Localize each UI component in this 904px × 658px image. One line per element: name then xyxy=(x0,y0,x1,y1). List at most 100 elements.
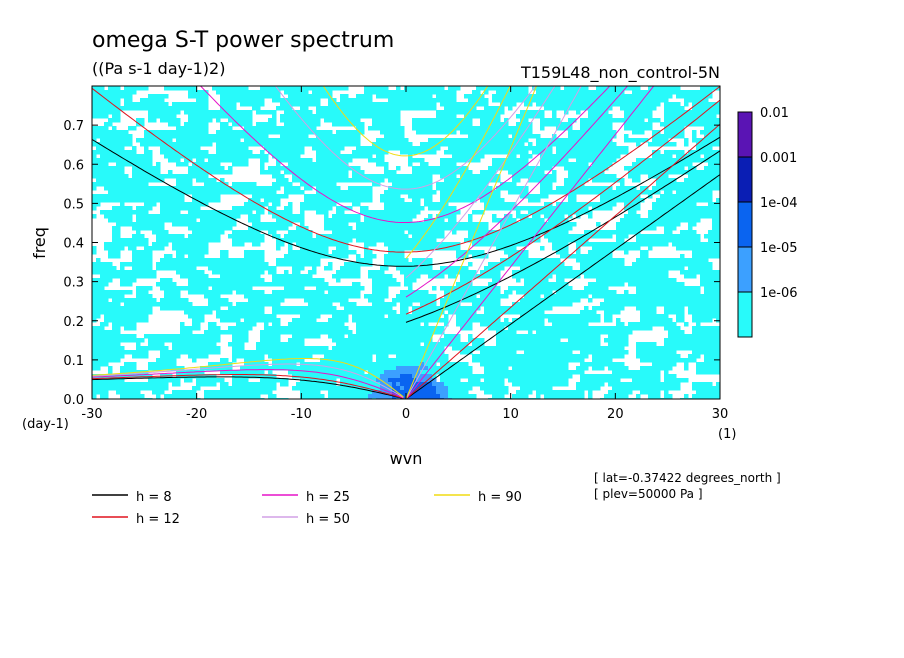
heatmap-cell xyxy=(304,198,309,203)
heatmap-cell xyxy=(416,90,421,95)
heatmap-cell xyxy=(356,122,361,127)
heatmap-cell xyxy=(468,106,473,111)
heatmap-cell xyxy=(636,130,641,135)
heatmap-cell xyxy=(416,226,421,231)
heatmap-cell xyxy=(120,178,125,183)
heatmap-cell xyxy=(364,110,369,115)
heatmap-cell xyxy=(516,98,521,103)
heatmap-cell xyxy=(520,174,525,179)
heatmap-cell xyxy=(128,210,133,215)
heatmap-cell xyxy=(332,230,337,235)
heatmap-cell xyxy=(164,206,169,211)
heatmap-cell xyxy=(448,98,453,103)
heatmap-cell xyxy=(164,218,169,223)
heatmap-cell xyxy=(196,170,201,175)
heatmap-cell xyxy=(568,86,573,91)
heatmap-cell xyxy=(272,150,277,155)
heatmap-cell xyxy=(312,182,317,187)
heatmap-cell xyxy=(640,170,645,175)
heatmap-cell xyxy=(676,166,681,171)
heatmap-cell xyxy=(224,126,229,131)
heatmap-cell xyxy=(324,218,329,223)
heatmap-cell xyxy=(316,166,321,171)
heatmap-cell xyxy=(252,134,257,139)
heatmap-cell xyxy=(452,130,457,135)
heatmap-cell xyxy=(340,162,345,167)
heatmap-cell xyxy=(112,190,117,195)
heatmap-cell xyxy=(188,150,193,155)
heatmap-cell xyxy=(132,198,137,203)
heatmap-cell xyxy=(556,226,561,231)
heatmap-cell xyxy=(160,186,165,191)
heatmap-cell xyxy=(248,138,253,143)
heatmap-cell xyxy=(260,150,265,155)
heatmap-cell xyxy=(696,110,701,115)
heatmap-cell xyxy=(120,94,125,99)
heatmap-cell xyxy=(236,206,241,211)
heatmap-cell xyxy=(580,158,585,163)
heatmap-cell xyxy=(436,222,441,227)
heatmap-cell xyxy=(432,130,437,135)
heatmap-cell xyxy=(216,86,221,91)
heatmap-cell xyxy=(580,238,585,243)
heatmap-cell xyxy=(660,90,665,95)
heatmap-cell xyxy=(276,222,281,227)
heatmap-cell xyxy=(132,210,137,215)
heatmap-cell xyxy=(680,246,685,251)
heatmap-cell xyxy=(276,174,281,179)
heatmap-cell xyxy=(144,210,149,215)
heatmap-cell xyxy=(108,130,113,135)
heatmap-cell xyxy=(156,174,161,179)
heatmap-cell xyxy=(304,162,309,167)
heatmap-cell xyxy=(264,170,269,175)
heatmap-cell xyxy=(676,86,681,91)
heatmap-cell xyxy=(256,154,261,159)
heatmap-cell xyxy=(192,238,197,243)
heatmap-cell xyxy=(544,222,549,227)
heatmap-cell xyxy=(572,190,577,195)
heatmap-cell xyxy=(476,90,481,95)
heatmap-cell xyxy=(392,134,397,139)
heatmap-cell xyxy=(496,126,501,131)
heatmap-cell xyxy=(160,234,165,239)
heatmap-cell xyxy=(100,150,105,155)
heatmap-cell xyxy=(112,246,117,251)
heatmap-cell xyxy=(688,90,693,95)
heatmap-cell xyxy=(388,126,393,131)
heatmap-cell xyxy=(648,166,653,171)
heatmap-cell xyxy=(272,98,277,103)
heatmap-cell xyxy=(196,110,201,115)
heatmap-cell xyxy=(372,238,377,243)
heatmap-cell xyxy=(104,154,109,159)
heatmap-cell xyxy=(704,206,709,211)
heatmap-cell xyxy=(368,250,373,255)
heatmap-cell xyxy=(596,230,601,235)
heatmap-cell xyxy=(160,138,165,143)
heatmap-cell xyxy=(676,238,681,243)
heatmap-cell xyxy=(196,126,201,131)
heatmap-cell xyxy=(596,250,601,255)
heatmap-cell xyxy=(588,146,593,151)
heatmap-cell xyxy=(572,130,577,135)
heatmap-cell xyxy=(420,246,425,251)
heatmap-cell xyxy=(396,98,401,103)
heatmap-cell xyxy=(172,134,177,139)
heatmap-cell xyxy=(544,234,549,239)
heatmap-cell xyxy=(156,134,161,139)
heatmap-cell xyxy=(236,162,241,167)
heatmap-cell xyxy=(700,142,705,147)
heatmap-cell xyxy=(296,110,301,115)
heatmap-cell xyxy=(248,190,253,195)
heatmap-cell xyxy=(484,174,489,179)
heatmap-cell xyxy=(492,198,497,203)
heatmap-cell xyxy=(524,234,529,239)
heatmap-cell xyxy=(396,182,401,187)
heatmap-cell xyxy=(288,102,293,107)
heatmap-cell xyxy=(636,90,641,95)
heatmap-cell xyxy=(140,214,145,219)
heatmap-cell xyxy=(592,154,597,159)
heatmap-cell xyxy=(396,106,401,111)
heatmap-cell xyxy=(468,230,473,235)
heatmap-cell xyxy=(552,238,557,243)
heatmap-cell xyxy=(100,110,105,115)
